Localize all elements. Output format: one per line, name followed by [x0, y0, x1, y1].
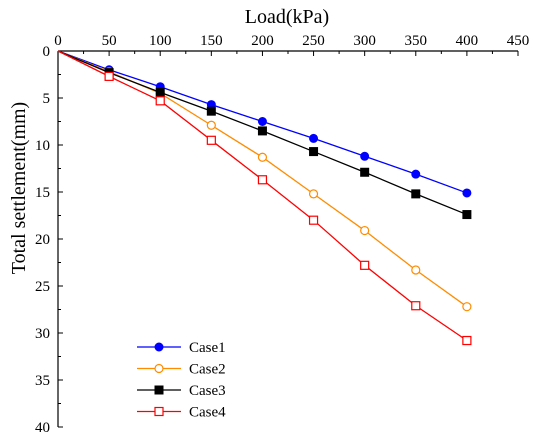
data-point [206, 135, 216, 145]
data-point [309, 133, 319, 143]
data-point [360, 260, 370, 270]
y-tick-label: 0 [43, 44, 51, 60]
series-case3 [57, 50, 472, 220]
data-point [308, 189, 319, 199]
series-line [57, 50, 468, 342]
data-point [462, 302, 472, 312]
y-tick-label: 20 [35, 232, 50, 248]
data-point [154, 385, 164, 395]
legend: Case1 Case2 Case3 Case4 [137, 340, 226, 421]
y-tick-label: 15 [35, 185, 50, 201]
legend-item-case3: Case3 [137, 383, 226, 399]
data-point [154, 406, 164, 417]
data-point [257, 152, 268, 162]
y-axis-title: Total settlement(mm) [8, 102, 30, 274]
x-tick-label: 150 [200, 33, 223, 49]
y-tick-label: 5 [43, 91, 51, 107]
data-point [411, 189, 421, 199]
data-point [155, 96, 165, 106]
data-point [257, 175, 268, 185]
x-tick-label: 250 [302, 33, 325, 49]
x-tick-label: 400 [456, 33, 479, 49]
legend-label: Case1 [189, 340, 226, 356]
data-point [257, 117, 267, 126]
axes: 0 50 100 150 200 250 300 350 400 450 0 5 10 15 20 25 30 3… [35, 33, 529, 436]
legend-item-case1: Case1 [137, 340, 226, 356]
x-tick-label: 0 [54, 33, 62, 49]
y-tick-label: 25 [35, 279, 50, 295]
data-point [462, 188, 472, 198]
data-point [360, 225, 370, 236]
y-tick-label: 30 [35, 326, 50, 342]
x-tick-label: 300 [353, 33, 376, 49]
legend-label: Case4 [189, 405, 226, 421]
data-point [155, 87, 165, 97]
data-point [411, 169, 421, 179]
data-point [206, 120, 216, 130]
series-layer [57, 50, 472, 346]
y-tick-label: 10 [35, 138, 50, 154]
y-tick-label: 35 [35, 373, 50, 389]
x-tick-label: 50 [102, 33, 117, 49]
data-point [309, 147, 319, 157]
data-point [154, 342, 164, 352]
data-point [154, 363, 164, 374]
data-point [411, 265, 421, 275]
series-case1 [57, 50, 472, 198]
series-case4 [57, 50, 472, 346]
y-tick-label: 40 [35, 420, 50, 436]
data-point [462, 335, 472, 346]
data-point [360, 151, 370, 161]
x-axis-title: Load(kPa) [245, 6, 329, 28]
legend-item-case4: Case4 [137, 405, 226, 421]
legend-item-case2: Case2 [137, 362, 226, 378]
data-point [308, 215, 319, 225]
data-point [411, 301, 421, 311]
x-tick-label: 100 [149, 33, 172, 49]
data-point [360, 167, 370, 177]
x-tick-label: 200 [251, 33, 274, 49]
data-point [104, 71, 114, 81]
legend-label: Case3 [189, 383, 226, 399]
legend-label: Case2 [189, 362, 226, 378]
x-tick-label: 450 [507, 33, 530, 49]
data-point [206, 106, 216, 116]
data-point [257, 126, 267, 136]
data-point [462, 210, 472, 220]
x-tick-label: 350 [405, 33, 428, 49]
